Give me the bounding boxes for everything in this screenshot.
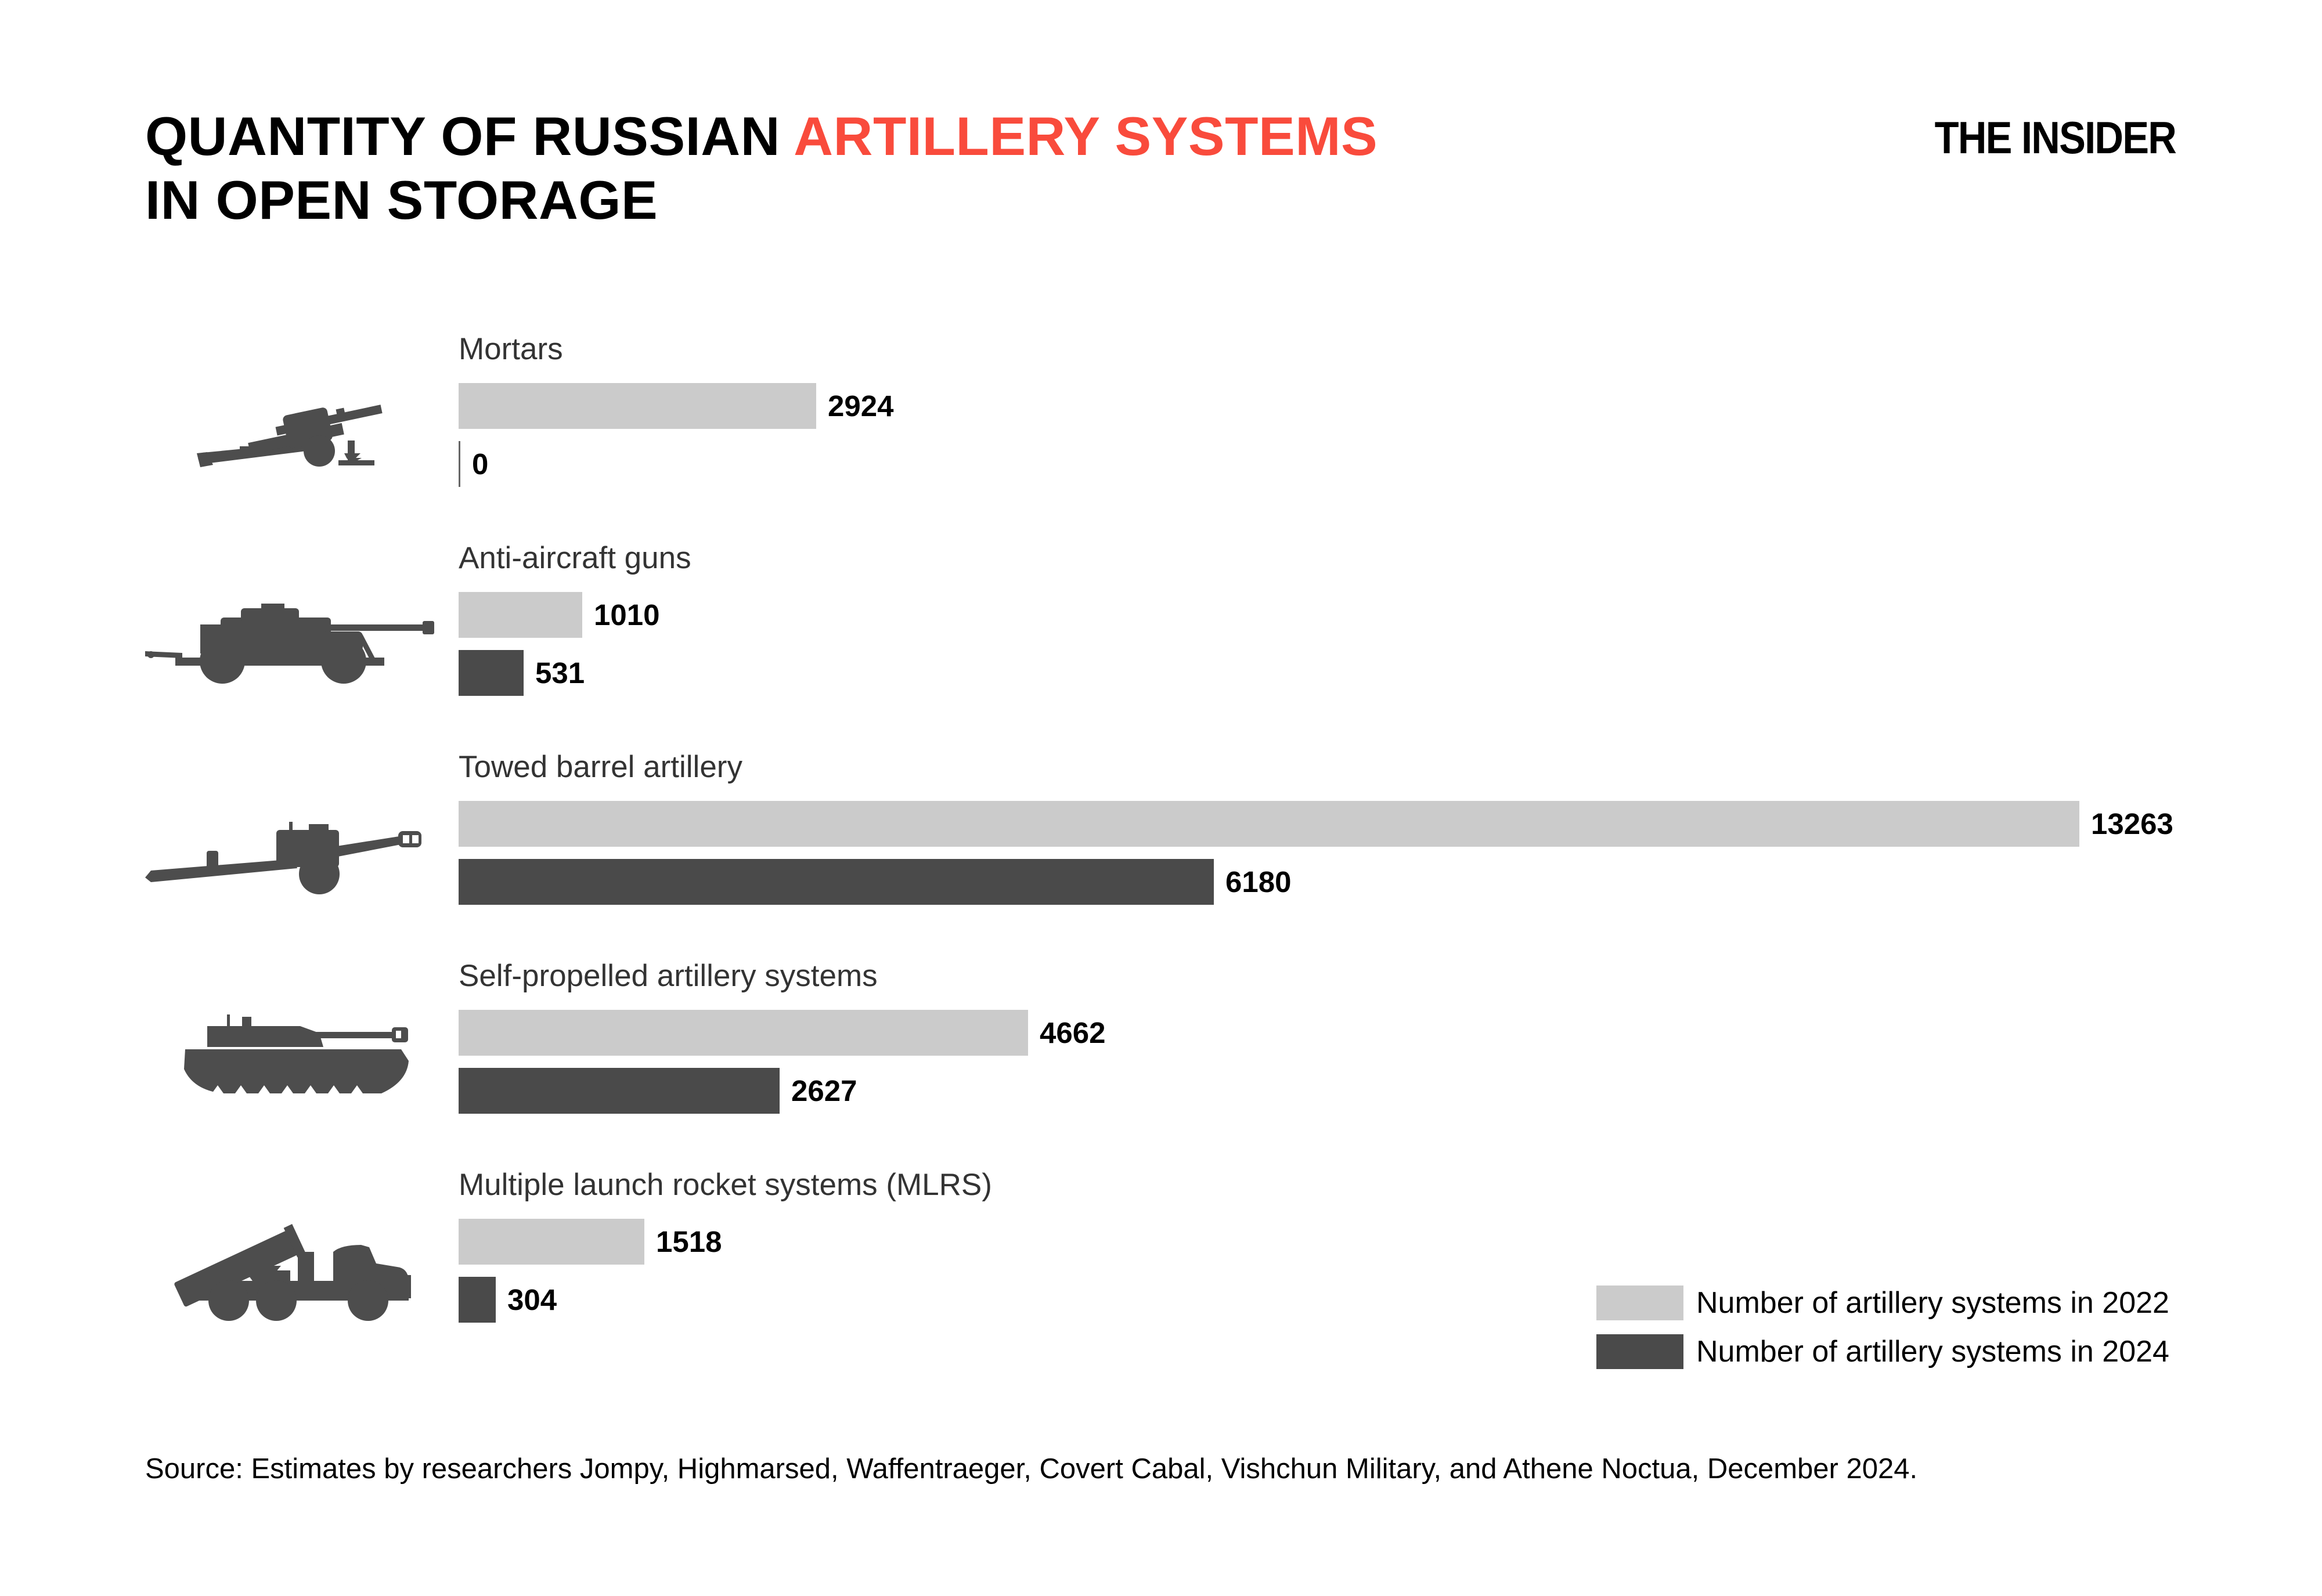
bar-value-2022: 1010 [594,598,660,631]
mlrs-truck-icon [167,1210,413,1323]
bar-line-2022: 13263 [459,801,2173,847]
bar-line-2022: 4662 [459,1010,1105,1056]
legend-label-2024: Number of artillery systems in 2024 [1696,1335,2169,1368]
source-note: Source: Estimates by researchers Jompy, … [145,1453,1918,1485]
title-highlight: ARTILLERY SYSTEMS [794,106,1378,167]
bar-value-2024: 2627 [791,1074,857,1107]
legend-label-2022: Number of artillery systems in 2022 [1696,1286,2169,1320]
bar-value-2024: 304 [507,1283,557,1316]
brand-logo: THE INSIDER [1934,112,2177,163]
bar-line-2022: 1010 [459,592,659,638]
legend: Number of artillery systems in 2022 Numb… [1596,1286,2169,1383]
chart-row: Multiple launch rocket systems (MLRS) 151… [0,1162,2322,1371]
bar-2022 [459,801,2079,847]
bar-line-2024: 304 [459,1277,557,1323]
towed-howitzer-icon [145,818,424,897]
bar-2022 [459,592,582,638]
field-gun-icon [196,399,387,468]
bar-value-2022: 13263 [2091,807,2173,840]
bar-line-2022: 1518 [459,1219,722,1265]
bar-2022 [459,1219,644,1265]
category-label: Anti-aircraft guns [459,541,691,575]
category-label: Multiple launch rocket systems (MLRS) [459,1168,992,1202]
page-title: QUANTITY OF RUSSIAN ARTILLERY SYSTEMS IN … [145,104,1378,232]
chart-row: Mortars 2924 0 [0,327,2322,536]
bar-line-2024: 2627 [459,1068,857,1114]
bar-2022 [459,383,816,429]
bar-2022 [459,1010,1028,1056]
bar-2024 [459,1068,780,1114]
bar-value-2022: 2924 [828,389,894,423]
category-label: Self-propelled artillery systems [459,959,878,993]
category-label: Towed barrel artillery [459,750,742,784]
bar-2024 [459,1277,496,1323]
bar-value-2024: 0 [472,447,489,481]
bar-value-2024: 531 [535,656,585,689]
bar-value-2022: 4662 [1040,1016,1106,1049]
bar-line-2022: 2924 [459,383,893,429]
category-label: Mortars [459,332,563,366]
legend-swatch-2024 [1596,1334,1683,1369]
bar-value-2024: 6180 [1225,865,1292,898]
self-propelled-howitzer-icon [177,1013,409,1103]
legend-item-2022: Number of artillery systems in 2022 [1596,1286,2169,1320]
bar-line-2024: 6180 [459,859,1291,905]
bar-line-2024: 0 [459,441,488,487]
bar-line-2024: 531 [459,650,585,696]
legend-item-2024: Number of artillery systems in 2024 [1596,1334,2169,1369]
title-line1-black: QUANTITY OF RUSSIAN [145,106,794,167]
title-line2: IN OPEN STORAGE [145,169,658,230]
bar-2024 [459,441,460,487]
chart-row: Anti-aircraft guns 1010 531 [0,536,2322,745]
anti-aircraft-gun-icon [145,601,435,685]
chart-row: Self-propelled artillery systems 4662 2627 [0,954,2322,1162]
bar-2024 [459,650,524,696]
chart-row: Towed barrel artillery 13263 6180 [0,745,2322,954]
bar-value-2022: 1518 [656,1225,722,1258]
bar-2024 [459,859,1214,905]
legend-swatch-2022 [1596,1286,1683,1320]
